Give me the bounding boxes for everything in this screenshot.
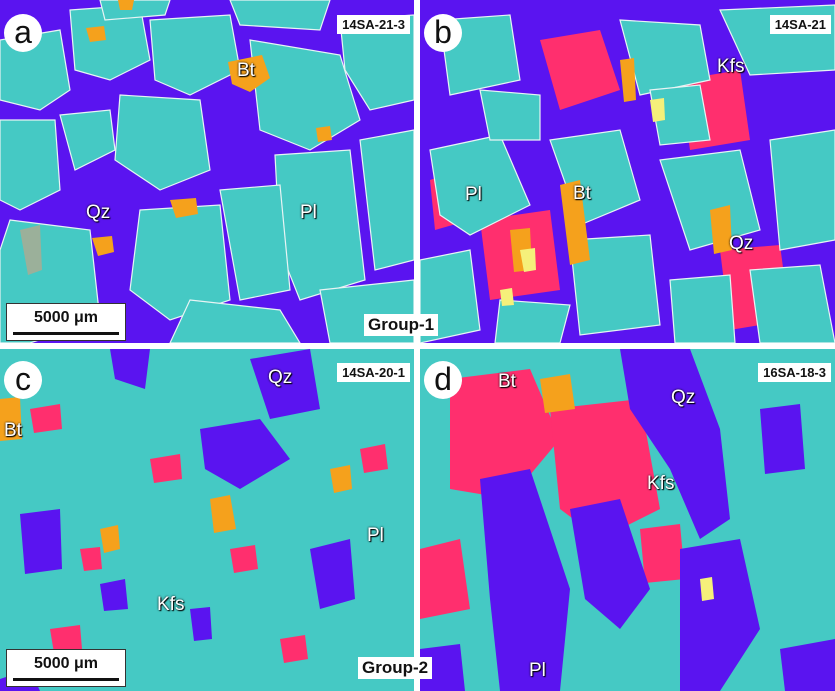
mineral-label-kfs: Kfs — [157, 594, 185, 615]
sample-id-label: 14SA-20-1 — [337, 363, 410, 382]
panel-d-mineral-map — [420, 349, 835, 691]
group-label-2: Group-2 — [358, 657, 433, 679]
sample-id-label: 16SA-18-3 — [758, 363, 831, 382]
mineral-label-qz: Qz — [268, 367, 293, 388]
sample-id-label: 14SA-21 — [769, 15, 831, 34]
panel-c-mineral-map — [0, 349, 414, 691]
group-label-1: Group-1 — [364, 314, 439, 336]
mineral-label-pl: Pl — [367, 525, 384, 546]
panel-b-mineral-map — [420, 0, 835, 343]
mineral-label-qz: Qz — [86, 202, 111, 223]
mineral-label-bt: Bt — [4, 420, 22, 441]
mineral-label-qz: Qz — [671, 387, 696, 408]
panel-d: d 16SA-18-3 Bt Qz Kfs Pl — [420, 349, 835, 691]
mineral-label-pl: Pl — [300, 202, 317, 223]
panel-letter: d — [424, 361, 462, 399]
panel-a-mineral-map — [0, 0, 414, 343]
mineral-label-pl: Pl — [529, 660, 546, 681]
scale-bar-label: 5000 μm — [33, 309, 99, 326]
scale-bar-line — [13, 332, 119, 335]
panel-a: a 14SA-21-3 Bt Qz Pl 5000 μm — [0, 0, 414, 343]
panel-letter: c — [4, 361, 42, 399]
scale-bar: 5000 μm — [6, 649, 126, 687]
mineral-label-bt: Bt — [237, 60, 255, 81]
panel-b: b 14SA-21 Kfs Pl Bt Qz — [420, 0, 835, 343]
panel-letter: b — [424, 14, 462, 52]
mineral-label-qz: Qz — [729, 233, 754, 254]
mineral-label-bt: Bt — [573, 183, 591, 204]
scale-bar-line — [13, 678, 119, 681]
scale-bar-label: 5000 μm — [33, 655, 99, 672]
scale-bar: 5000 μm — [6, 303, 126, 341]
mineral-label-kfs: Kfs — [717, 56, 745, 77]
mineral-label-bt: Bt — [498, 371, 516, 392]
panel-c: c 14SA-20-1 Qz Bt Pl Kfs 5000 μm — [0, 349, 414, 691]
panel-letter: a — [4, 14, 42, 52]
sample-id-label: 14SA-21-3 — [337, 15, 410, 34]
mineral-label-pl: Pl — [465, 184, 482, 205]
mineral-label-kfs: Kfs — [647, 473, 675, 494]
